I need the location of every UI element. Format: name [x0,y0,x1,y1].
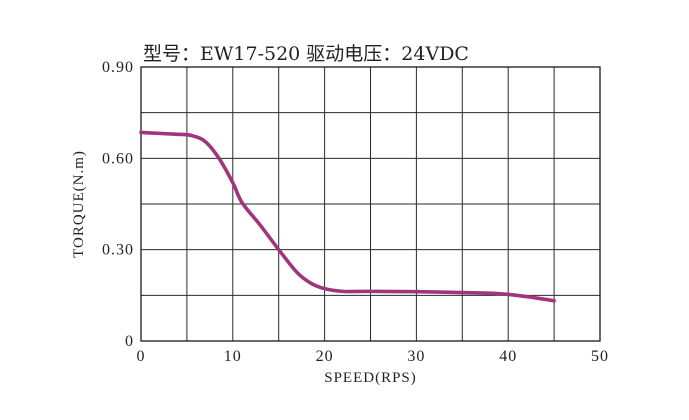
tick-labels: 0 10 20 30 40 50 0 0.30 0.60 0.90 [102,59,609,365]
x-tick-label: 20 [316,348,334,365]
y-tick-label: 0.90 [102,59,134,76]
y-tick-label: 0.30 [102,242,134,259]
y-tick-label: 0 [125,333,134,350]
series-layer [139,130,556,303]
x-axis-label: SPEED(RPS) [324,370,417,386]
x-tick-label: 30 [407,348,425,365]
grid [141,67,600,341]
x-tick-label: 40 [499,348,517,365]
x-tick-label: 10 [224,348,242,365]
chart-title: 型号：EW17-520 驱动电压：24VDC [143,43,469,65]
y-axis-label: TORQUE(N.m) [71,150,87,258]
plot-frame [140,66,601,342]
y-tick-label: 0.60 [102,150,134,167]
x-tick-label: 0 [137,348,146,365]
x-tick-label: 50 [591,348,609,365]
series-line [139,130,556,303]
